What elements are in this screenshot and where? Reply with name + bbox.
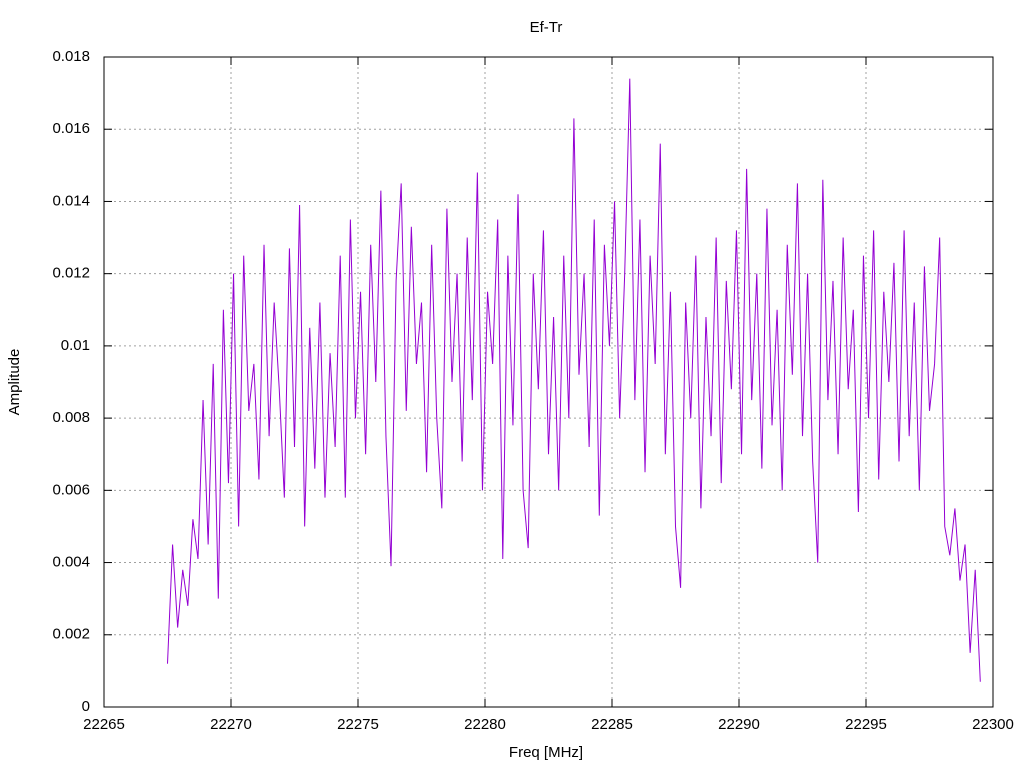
chart-title: Ef-Tr [530,19,563,36]
x-tick-label: 22290 [718,716,760,733]
x-tick-label: 22275 [337,716,379,733]
y-axis-label: Amplitude [6,349,23,416]
y-tick-label: 0.018 [52,48,90,65]
y-tick-label: 0.016 [52,120,90,137]
y-tick-label: 0.004 [52,554,90,571]
y-tick-label: 0.008 [52,409,90,426]
x-tick-label: 22300 [972,716,1014,733]
x-tick-label: 22280 [464,716,506,733]
x-axis-label: Freq [MHz] [509,744,583,761]
x-tick-label: 22270 [210,716,252,733]
x-tick-label: 22265 [83,716,125,733]
x-tick-label: 22285 [591,716,633,733]
y-tick-label: 0 [82,698,90,715]
y-tick-label: 0.01 [61,337,90,354]
y-tick-label: 0.012 [52,265,90,282]
x-tick-label: 22295 [845,716,887,733]
data-line [167,78,981,682]
plot-border [103,56,994,708]
y-tick-label: 0.014 [52,192,90,209]
y-tick-label: 0.002 [52,626,90,643]
y-tick-label: 0.006 [52,481,90,498]
